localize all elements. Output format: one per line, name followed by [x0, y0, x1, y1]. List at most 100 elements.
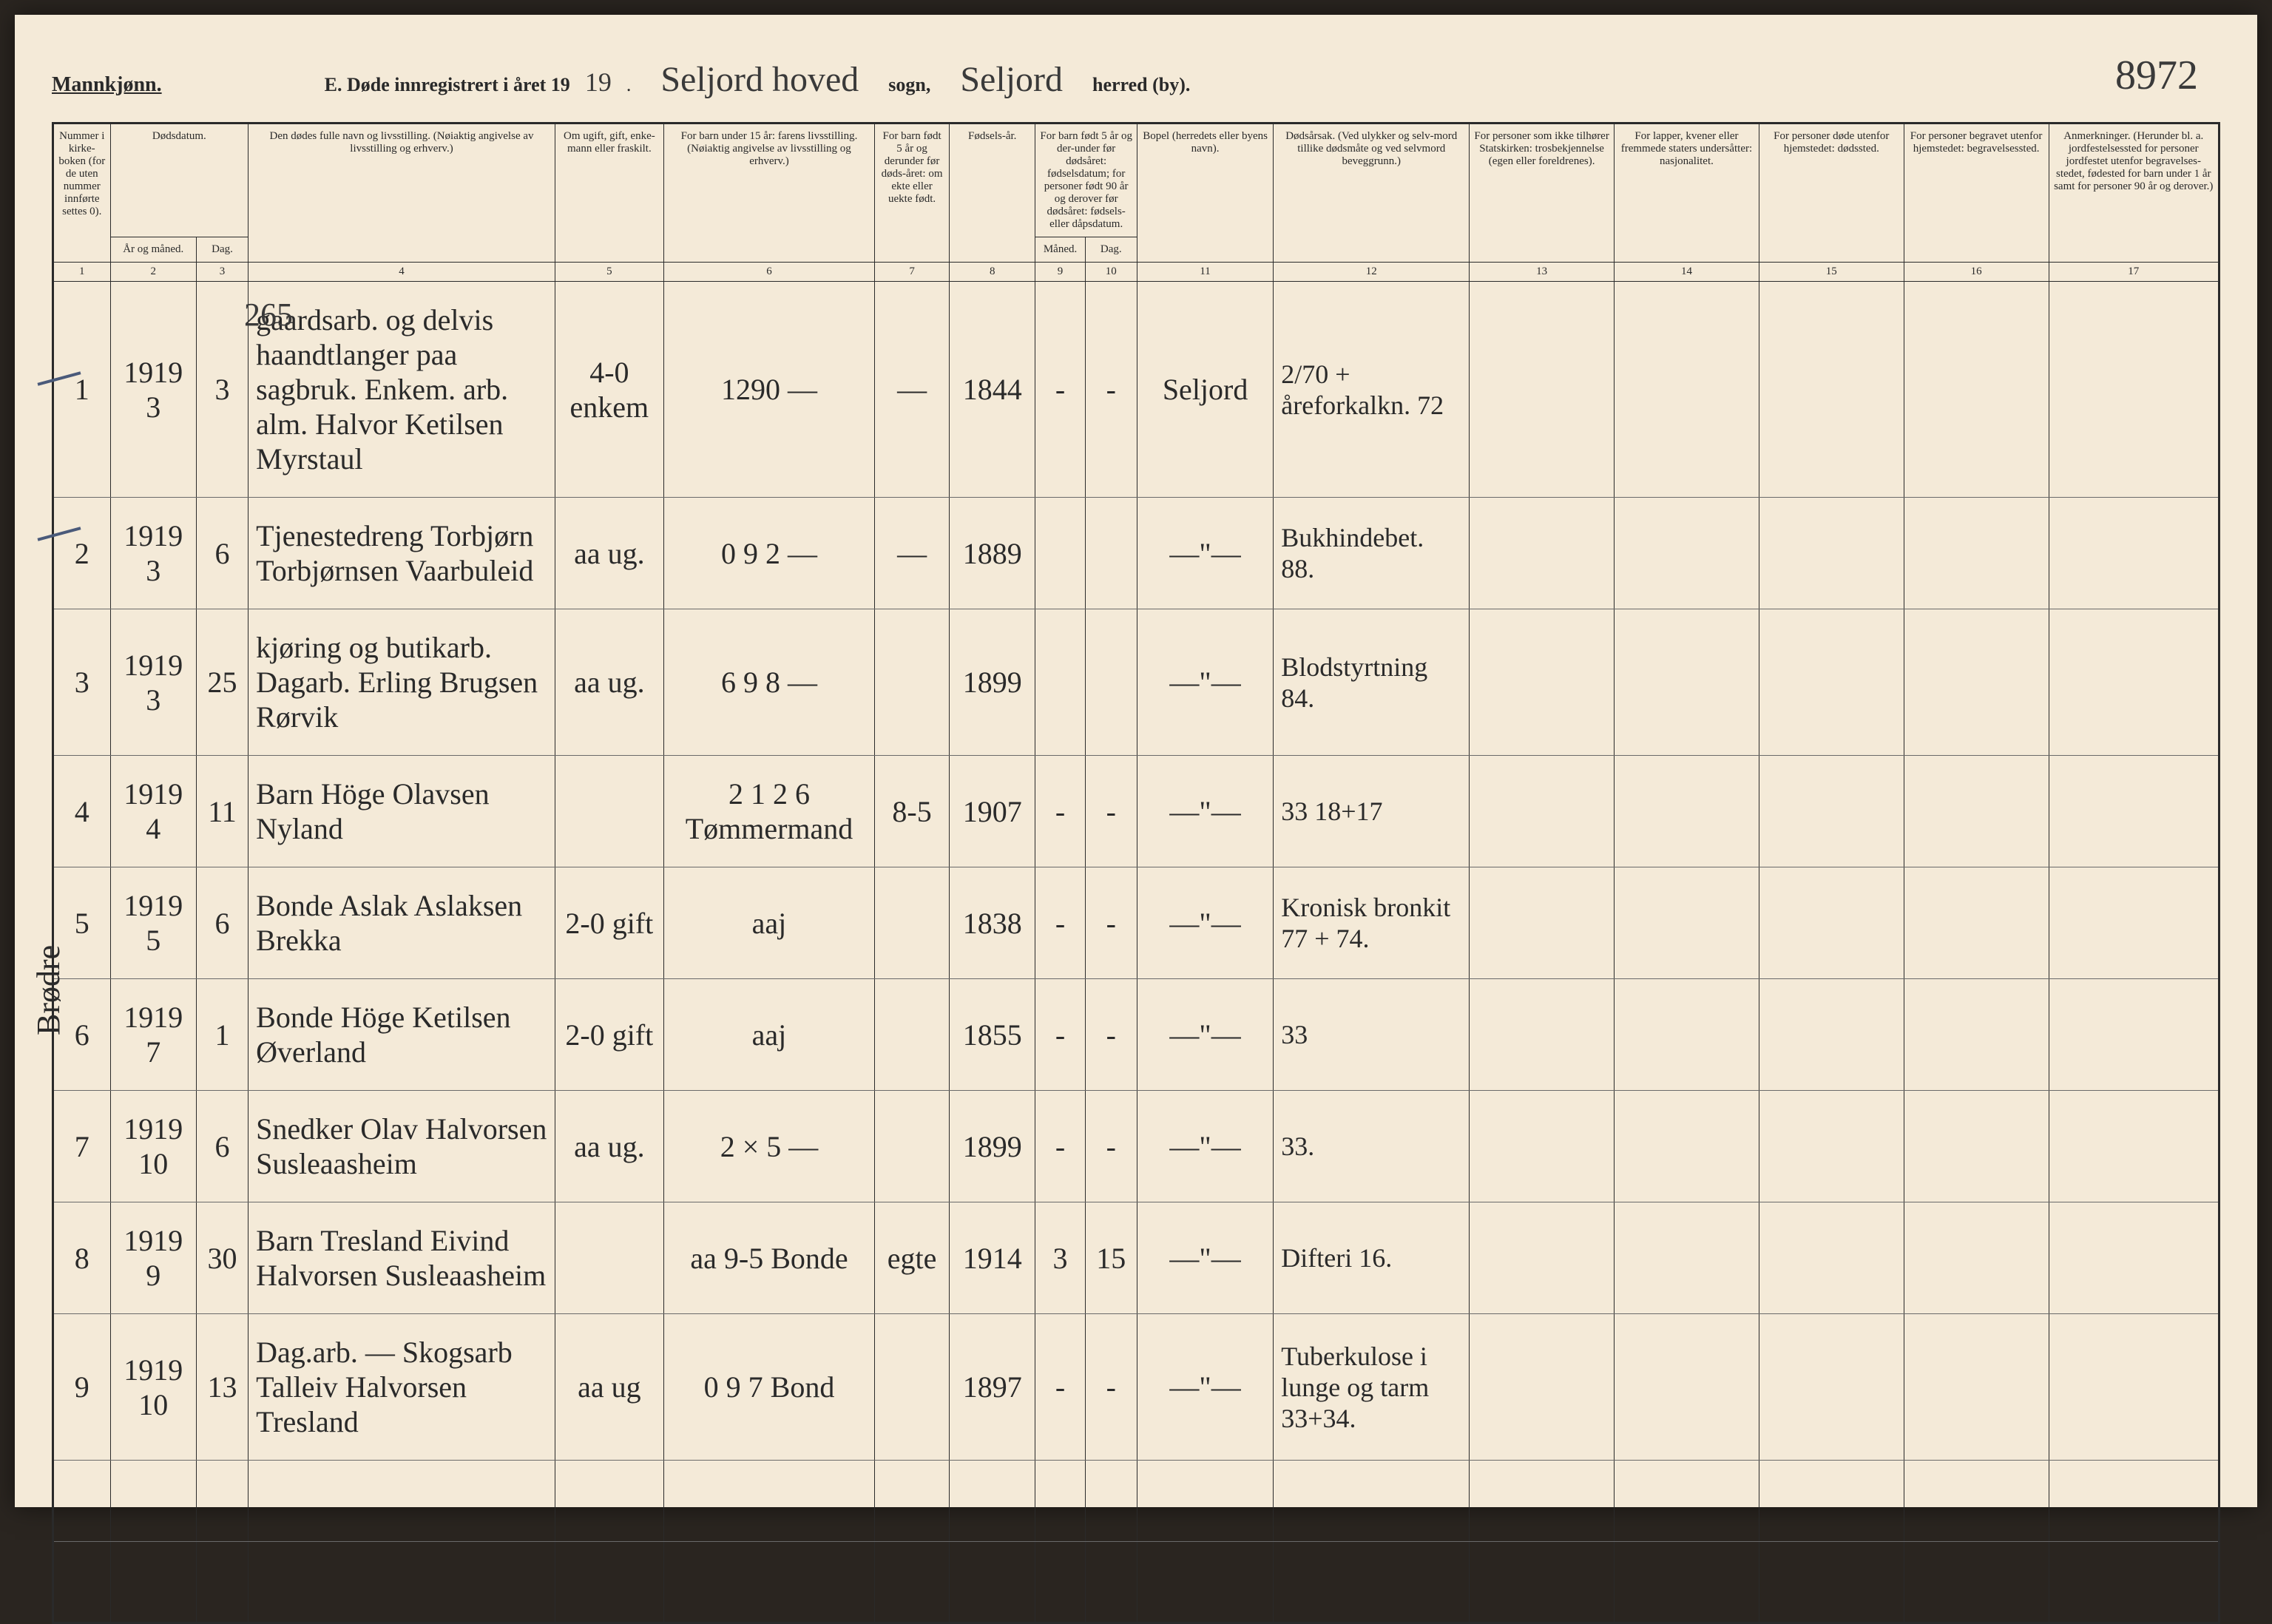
table-cell — [1615, 1314, 1759, 1461]
table-cell: 4-0 enkem — [555, 282, 663, 498]
table-row: 41919 411Barn Höge Olavsen Nyland2 1 2 6… — [53, 756, 2219, 867]
table-cell: 1919 3 — [110, 498, 196, 609]
table-cell: - — [1035, 1314, 1085, 1461]
table-cell: - — [1035, 756, 1085, 867]
table-cell — [1470, 1091, 1615, 1202]
col-subheader: År og måned. — [110, 237, 196, 263]
table-cell — [875, 867, 950, 979]
col-header: Anmerkninger. (Herunder bl. a. jordfeste… — [2049, 124, 2219, 263]
table-cell: Difteri 16. — [1274, 1202, 1470, 1314]
blank-cell — [1615, 1542, 1759, 1623]
col-subheader: Måned. — [1035, 237, 1085, 263]
table-cell: - — [1085, 1091, 1137, 1202]
table-cell: 1914 — [950, 1202, 1035, 1314]
table-cell: aa ug. — [555, 1091, 663, 1202]
table-cell: Snedker Olav Halvorsen Susleaasheim — [248, 1091, 555, 1202]
col-num: 9 — [1035, 263, 1085, 282]
sogn-label: sogn, — [888, 74, 930, 96]
table-cell: - — [1085, 756, 1137, 867]
col-header: Om ugift, gift, enke-mann eller fraskilt… — [555, 124, 663, 263]
table-cell: 1 — [196, 979, 248, 1091]
table-cell: 25 — [196, 609, 248, 756]
blank-cell — [53, 1542, 111, 1623]
table-cell: —"— — [1137, 1091, 1273, 1202]
table-cell — [2049, 498, 2219, 609]
year-suffix: 19 — [585, 67, 612, 98]
table-cell — [1904, 1202, 2049, 1314]
col-header: Bopel (herredets eller byens navn). — [1137, 124, 1273, 263]
table-cell: 8 — [53, 1202, 111, 1314]
table-cell: 1919 3 — [110, 609, 196, 756]
blank-row — [53, 1461, 2219, 1542]
table-cell: - — [1085, 1314, 1137, 1461]
blank-cell — [1904, 1461, 2049, 1542]
table-cell: 0 9 2 — — [663, 498, 874, 609]
table-cell — [1615, 979, 1759, 1091]
table-cell — [1470, 498, 1615, 609]
table-cell — [1615, 867, 1759, 979]
table-cell — [1615, 609, 1759, 756]
table-cell: 2 — [53, 498, 111, 609]
blank-cell — [875, 1461, 950, 1542]
col-header: Nummer i kirke-boken (for de uten nummer… — [53, 124, 111, 263]
col-header: For barn født 5 år og derunder før døds-… — [875, 124, 950, 263]
table-cell: 2/70 + åreforkalkn. 72 — [1274, 282, 1470, 498]
table-cell — [1759, 756, 1904, 867]
col-header: For personer begravet utenfor hjemstedet… — [1904, 124, 2049, 263]
col-header: For lapper, kvener eller fremmede stater… — [1615, 124, 1759, 263]
table-cell: —"— — [1137, 1314, 1273, 1461]
table-cell: Bonde Höge Ketilsen Øverland — [248, 979, 555, 1091]
table-cell — [1035, 609, 1085, 756]
table-cell: 33 — [1274, 979, 1470, 1091]
blank-cell — [2049, 1542, 2219, 1623]
table-cell: aa 9-5 Bonde — [663, 1202, 874, 1314]
table-cell: 1 — [53, 282, 111, 498]
table-cell: 3 — [53, 609, 111, 756]
table-cell — [1470, 979, 1615, 1091]
blank-cell — [950, 1542, 1035, 1623]
table-cell: Barn Höge Olavsen Nyland — [248, 756, 555, 867]
table-cell: 1919 10 — [110, 1314, 196, 1461]
col-subheader: Dag. — [196, 237, 248, 263]
table-cell — [1470, 756, 1615, 867]
blank-cell — [1470, 1542, 1615, 1623]
table-cell: aaj — [663, 979, 874, 1091]
herred-label: herred (by). — [1092, 74, 1190, 96]
table-row: 31919 325kjøring og butikarb. Dagarb. Er… — [53, 609, 2219, 756]
table-cell: 33 18+17 — [1274, 756, 1470, 867]
table-row: 51919 56Bonde Aslak Aslaksen Brekka2-0 g… — [53, 867, 2219, 979]
blank-cell — [1137, 1461, 1273, 1542]
col-subheader: Dag. — [1085, 237, 1137, 263]
col-num: 10 — [1085, 263, 1137, 282]
table-cell: Bukhindebet. 88. — [1274, 498, 1470, 609]
table-cell: - — [1035, 979, 1085, 1091]
table-cell: 7 — [53, 1091, 111, 1202]
herred-value: Seljord — [945, 59, 1078, 100]
table-cell: 1899 — [950, 609, 1035, 756]
col-num: 11 — [1137, 263, 1273, 282]
table-cell: 4 — [53, 756, 111, 867]
table-cell: 6 — [196, 498, 248, 609]
col-num: 5 — [555, 263, 663, 282]
blank-cell — [1035, 1542, 1085, 1623]
table-cell: Blodstyrtning 84. — [1274, 609, 1470, 756]
blank-cell — [555, 1542, 663, 1623]
table-cell: 1919 3 — [110, 282, 196, 498]
table-cell: aa ug. — [555, 609, 663, 756]
table-cell: 1919 4 — [110, 756, 196, 867]
table-cell: 1897 — [950, 1314, 1035, 1461]
col-header: Dødsårsak. (Ved ulykker og selv-mord til… — [1274, 124, 1470, 263]
col-header: For personer døde utenfor hjemstedet: dø… — [1759, 124, 1904, 263]
table-row: 81919 930Barn Tresland Eivind Halvorsen … — [53, 1202, 2219, 1314]
table-cell: 6 9 8 — — [663, 609, 874, 756]
table-cell — [1615, 1202, 1759, 1314]
table-cell: 9 — [53, 1314, 111, 1461]
table-cell: 0 9 7 Bond — [663, 1314, 874, 1461]
table-cell — [1470, 867, 1615, 979]
table-cell: — — [875, 498, 950, 609]
blank-row — [53, 1542, 2219, 1623]
page-ref: 265 — [244, 296, 293, 334]
col-num: 17 — [2049, 263, 2219, 282]
table-cell: - — [1035, 1091, 1085, 1202]
table-cell: Tjenestedreng Torbjørn Torbjørnsen Vaarb… — [248, 498, 555, 609]
